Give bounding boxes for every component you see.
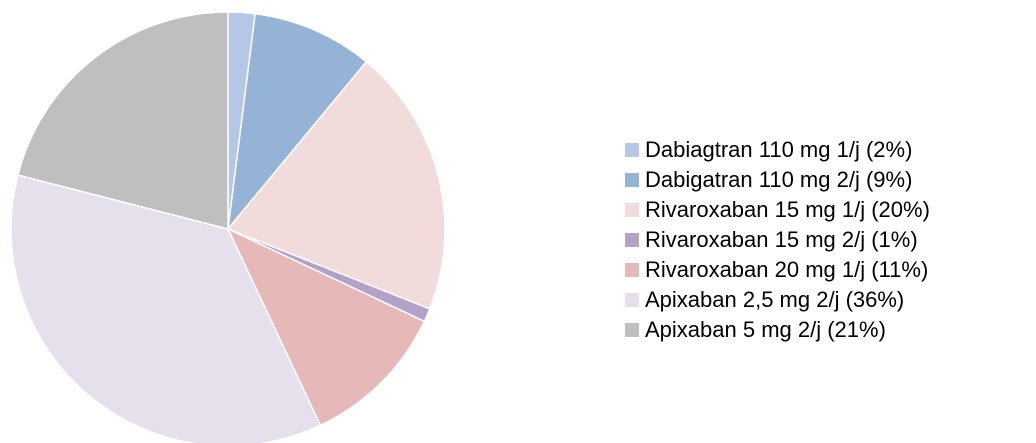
- legend-label: Dabiagtran 110 mg 1/j (2%): [645, 137, 912, 162]
- legend-label: Rivaroxaban 15 mg 1/j (20%): [645, 197, 930, 222]
- legend-label: Rivaroxaban 20 mg 1/j (11%): [645, 257, 928, 282]
- legend-swatch: [625, 173, 639, 187]
- legend-label: Apixaban 5 mg 2/j (21%): [645, 317, 886, 342]
- pie-slice: [226, 12, 368, 232]
- legend-swatch: [625, 203, 639, 217]
- legend-label: Apixaban 2,5 mg 2/j (36%): [645, 287, 904, 312]
- legend-swatch: [625, 143, 639, 157]
- pie-slice: [16, 11, 229, 230]
- pie-slice: [226, 227, 426, 427]
- pie-slice: [10, 174, 322, 443]
- pie-slice: [226, 60, 446, 310]
- legend-label: Dabigatran 110 mg 2/j (9%): [645, 167, 912, 192]
- legend-swatch: [625, 233, 639, 247]
- legend-swatch: [625, 323, 639, 337]
- legend-label: Rivaroxaban 15 mg 2/j (1%): [645, 227, 918, 252]
- legend-swatch: [625, 293, 639, 307]
- legend-swatch: [625, 263, 639, 277]
